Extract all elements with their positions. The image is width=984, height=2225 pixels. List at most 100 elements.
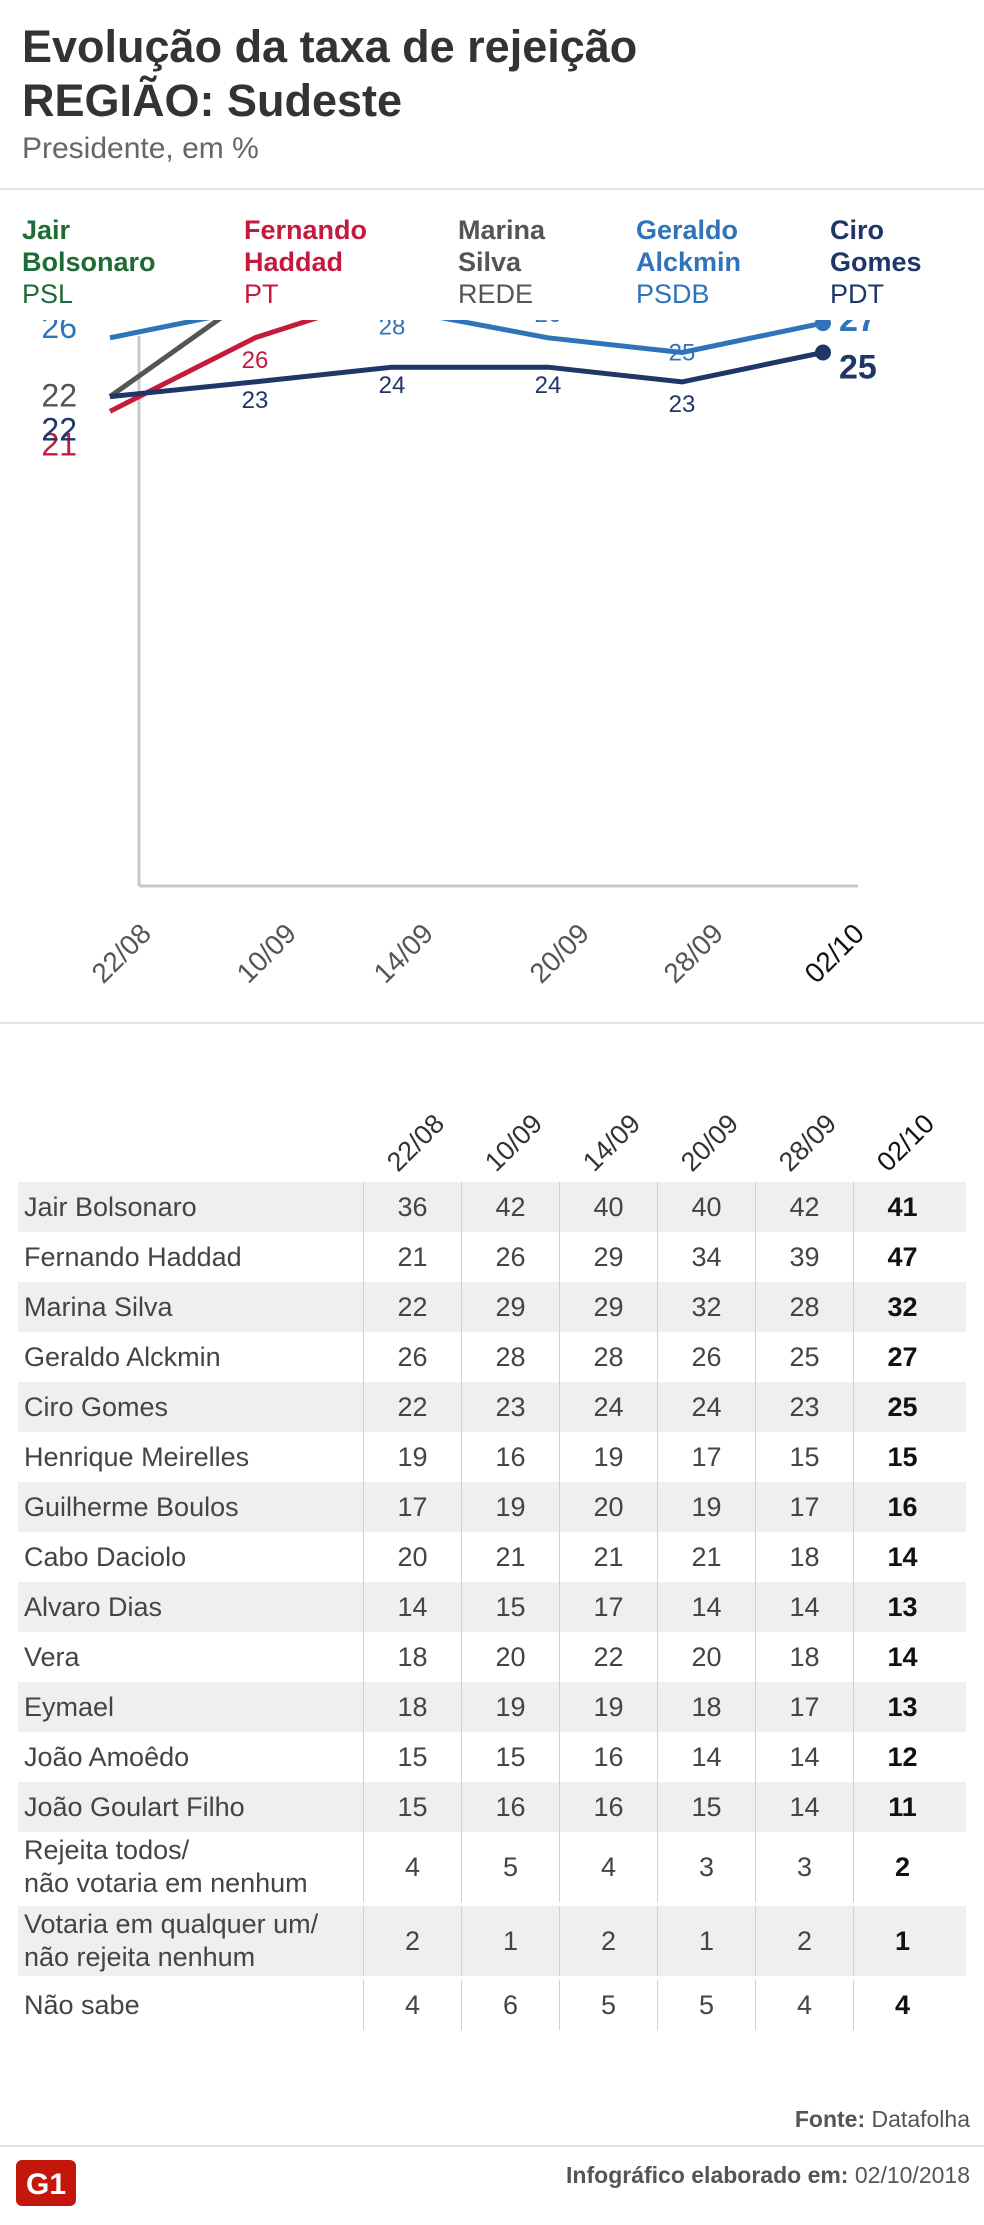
table-cell: 5 <box>461 1832 559 1902</box>
credit-date: 02/10/2018 <box>854 2162 970 2188</box>
row-label: Jair Bolsonaro <box>24 1191 197 1222</box>
table-cell: 28 <box>461 1332 559 1382</box>
chart-legend: Jair Bolsonaro PSL Fernando Haddad PT Ma… <box>22 214 972 314</box>
x-tick-label: 28/09 <box>658 918 729 989</box>
table-cell: 16 <box>559 1732 657 1782</box>
table-row: Henrique Meirelles 19 16 19 17 15 15 <box>18 1432 966 1482</box>
table-row: João Amoêdo 15 15 16 14 14 12 <box>18 1732 966 1782</box>
table-cell: 11 <box>853 1782 951 1832</box>
row-label: João Amoêdo <box>24 1741 190 1772</box>
data-label: 26 <box>242 347 269 374</box>
x-tick-label: 10/09 <box>231 918 302 989</box>
table-row: Vera 18 20 22 20 18 14 <box>18 1632 966 1682</box>
table-cell: 19 <box>461 1482 559 1532</box>
page-subtitle: Presidente, em % <box>22 132 259 165</box>
table-row: Ciro Gomes 22 23 24 24 23 25 <box>18 1382 966 1432</box>
legend-name: Fernando <box>244 215 368 245</box>
table-cell: 23 <box>461 1382 559 1432</box>
table-cell: 21 <box>363 1232 461 1282</box>
table-row: Alvaro Dias 14 15 17 14 14 13 <box>18 1582 966 1632</box>
table-cell: 14 <box>755 1732 853 1782</box>
x-tick-label: 20/09 <box>524 918 595 989</box>
table-row: Cabo Daciolo 20 21 21 21 18 14 <box>18 1532 966 1582</box>
table-cell: 6 <box>461 1980 559 2030</box>
table-cell: 12 <box>853 1732 951 1782</box>
table-cell: 16 <box>559 1782 657 1832</box>
x-tick-label: 02/10 <box>799 918 870 989</box>
column-header: 14/09 <box>577 1108 647 1178</box>
table-cell: 47 <box>853 1232 951 1282</box>
table-cell: 18 <box>363 1632 461 1682</box>
legend-name: Geraldo <box>636 215 739 245</box>
table-cell: 32 <box>657 1282 755 1332</box>
table-cell: 28 <box>559 1332 657 1382</box>
row-label: Não sabe <box>24 1989 140 2020</box>
legend-party: REDE <box>458 279 534 309</box>
table-cell: 14 <box>755 1782 853 1832</box>
table-cell: 15 <box>755 1432 853 1482</box>
table-cell: 4 <box>853 1980 951 2030</box>
table-cell: 19 <box>461 1682 559 1732</box>
legend-item-marina: Marina Silva REDE <box>458 214 545 310</box>
table-cell: 41 <box>853 1182 951 1232</box>
source-label: Fonte: <box>794 2106 866 2132</box>
legend-name: Haddad <box>244 247 344 277</box>
table-cell: 2 <box>755 1906 853 1976</box>
table-cell: 1 <box>461 1906 559 1976</box>
data-label: 24 <box>535 372 562 399</box>
credit-note: Infográfico elaborado em: 02/10/2018 <box>566 2162 970 2189</box>
legend-name: Alckmin <box>636 247 742 277</box>
table-cell: 13 <box>853 1682 951 1732</box>
table-cell: 40 <box>657 1182 755 1232</box>
row-label: Guilherme Boulos <box>24 1491 239 1522</box>
data-label: 21 <box>41 426 77 462</box>
row-label: Fernando Haddad <box>24 1241 242 1272</box>
table-cell: 28 <box>755 1282 853 1332</box>
row-label: Marina Silva <box>24 1291 173 1322</box>
table-cell: 18 <box>755 1532 853 1582</box>
table-row: Votaria em qualquer um/não rejeita nenhu… <box>18 1906 966 1976</box>
series-line <box>108 320 319 414</box>
table-cell: 4 <box>363 1832 461 1902</box>
table-body: Jair Bolsonaro 36 42 40 40 42 41 Fernando Hadda… <box>18 1182 966 2030</box>
table-cell: 20 <box>461 1632 559 1682</box>
data-label: 25 <box>669 340 696 367</box>
row-label: Cabo Daciolo <box>24 1541 187 1572</box>
table-cell: 20 <box>559 1482 657 1532</box>
table-cell: 25 <box>853 1382 951 1432</box>
table-row: Jair Bolsonaro 36 42 40 40 42 41 <box>18 1182 966 1232</box>
g1-logo: G1 <box>16 2160 76 2206</box>
table-cell: 42 <box>755 1182 853 1232</box>
row-label: Votaria em qualquer um/não rejeita nenhu… <box>24 1909 319 1972</box>
table-cell: 15 <box>363 1782 461 1832</box>
top-divider <box>0 188 984 190</box>
table-cell: 20 <box>363 1532 461 1582</box>
table-cell: 26 <box>461 1232 559 1282</box>
table-cell: 18 <box>755 1632 853 1682</box>
legend-name: Ciro <box>830 215 884 245</box>
table-cell: 17 <box>755 1482 853 1532</box>
table-cell: 1 <box>657 1906 755 1976</box>
table-cell: 36 <box>363 1182 461 1232</box>
footer-divider <box>0 2145 984 2147</box>
legend-party: PSL <box>22 279 74 309</box>
table-cell: 29 <box>559 1282 657 1332</box>
table-cell: 26 <box>657 1332 755 1382</box>
data-label: 23 <box>242 387 269 414</box>
table-cell: 26 <box>363 1332 461 1382</box>
table-cell: 14 <box>755 1582 853 1632</box>
data-label: 24 <box>379 372 406 399</box>
table-cell: 22 <box>363 1282 461 1332</box>
table-row: Guilherme Boulos 17 19 20 19 17 16 <box>18 1482 966 1532</box>
row-label: João Goulart Filho <box>24 1791 245 1822</box>
table-cell: 16 <box>461 1782 559 1832</box>
table-row: Geraldo Alckmin 26 28 28 26 25 27 <box>18 1332 966 1382</box>
column-header: 22/08 <box>381 1108 451 1178</box>
column-header: 02/10 <box>871 1108 941 1178</box>
table-cell: 13 <box>853 1582 951 1632</box>
column-header: 10/09 <box>479 1108 549 1178</box>
table-header: 22/08 10/09 14/09 20/09 28/09 02/10 <box>18 1082 966 1182</box>
column-header: 28/09 <box>773 1108 843 1178</box>
table-row: Fernando Haddad 21 26 29 34 39 47 <box>18 1232 966 1282</box>
legend-party: PT <box>244 279 279 309</box>
